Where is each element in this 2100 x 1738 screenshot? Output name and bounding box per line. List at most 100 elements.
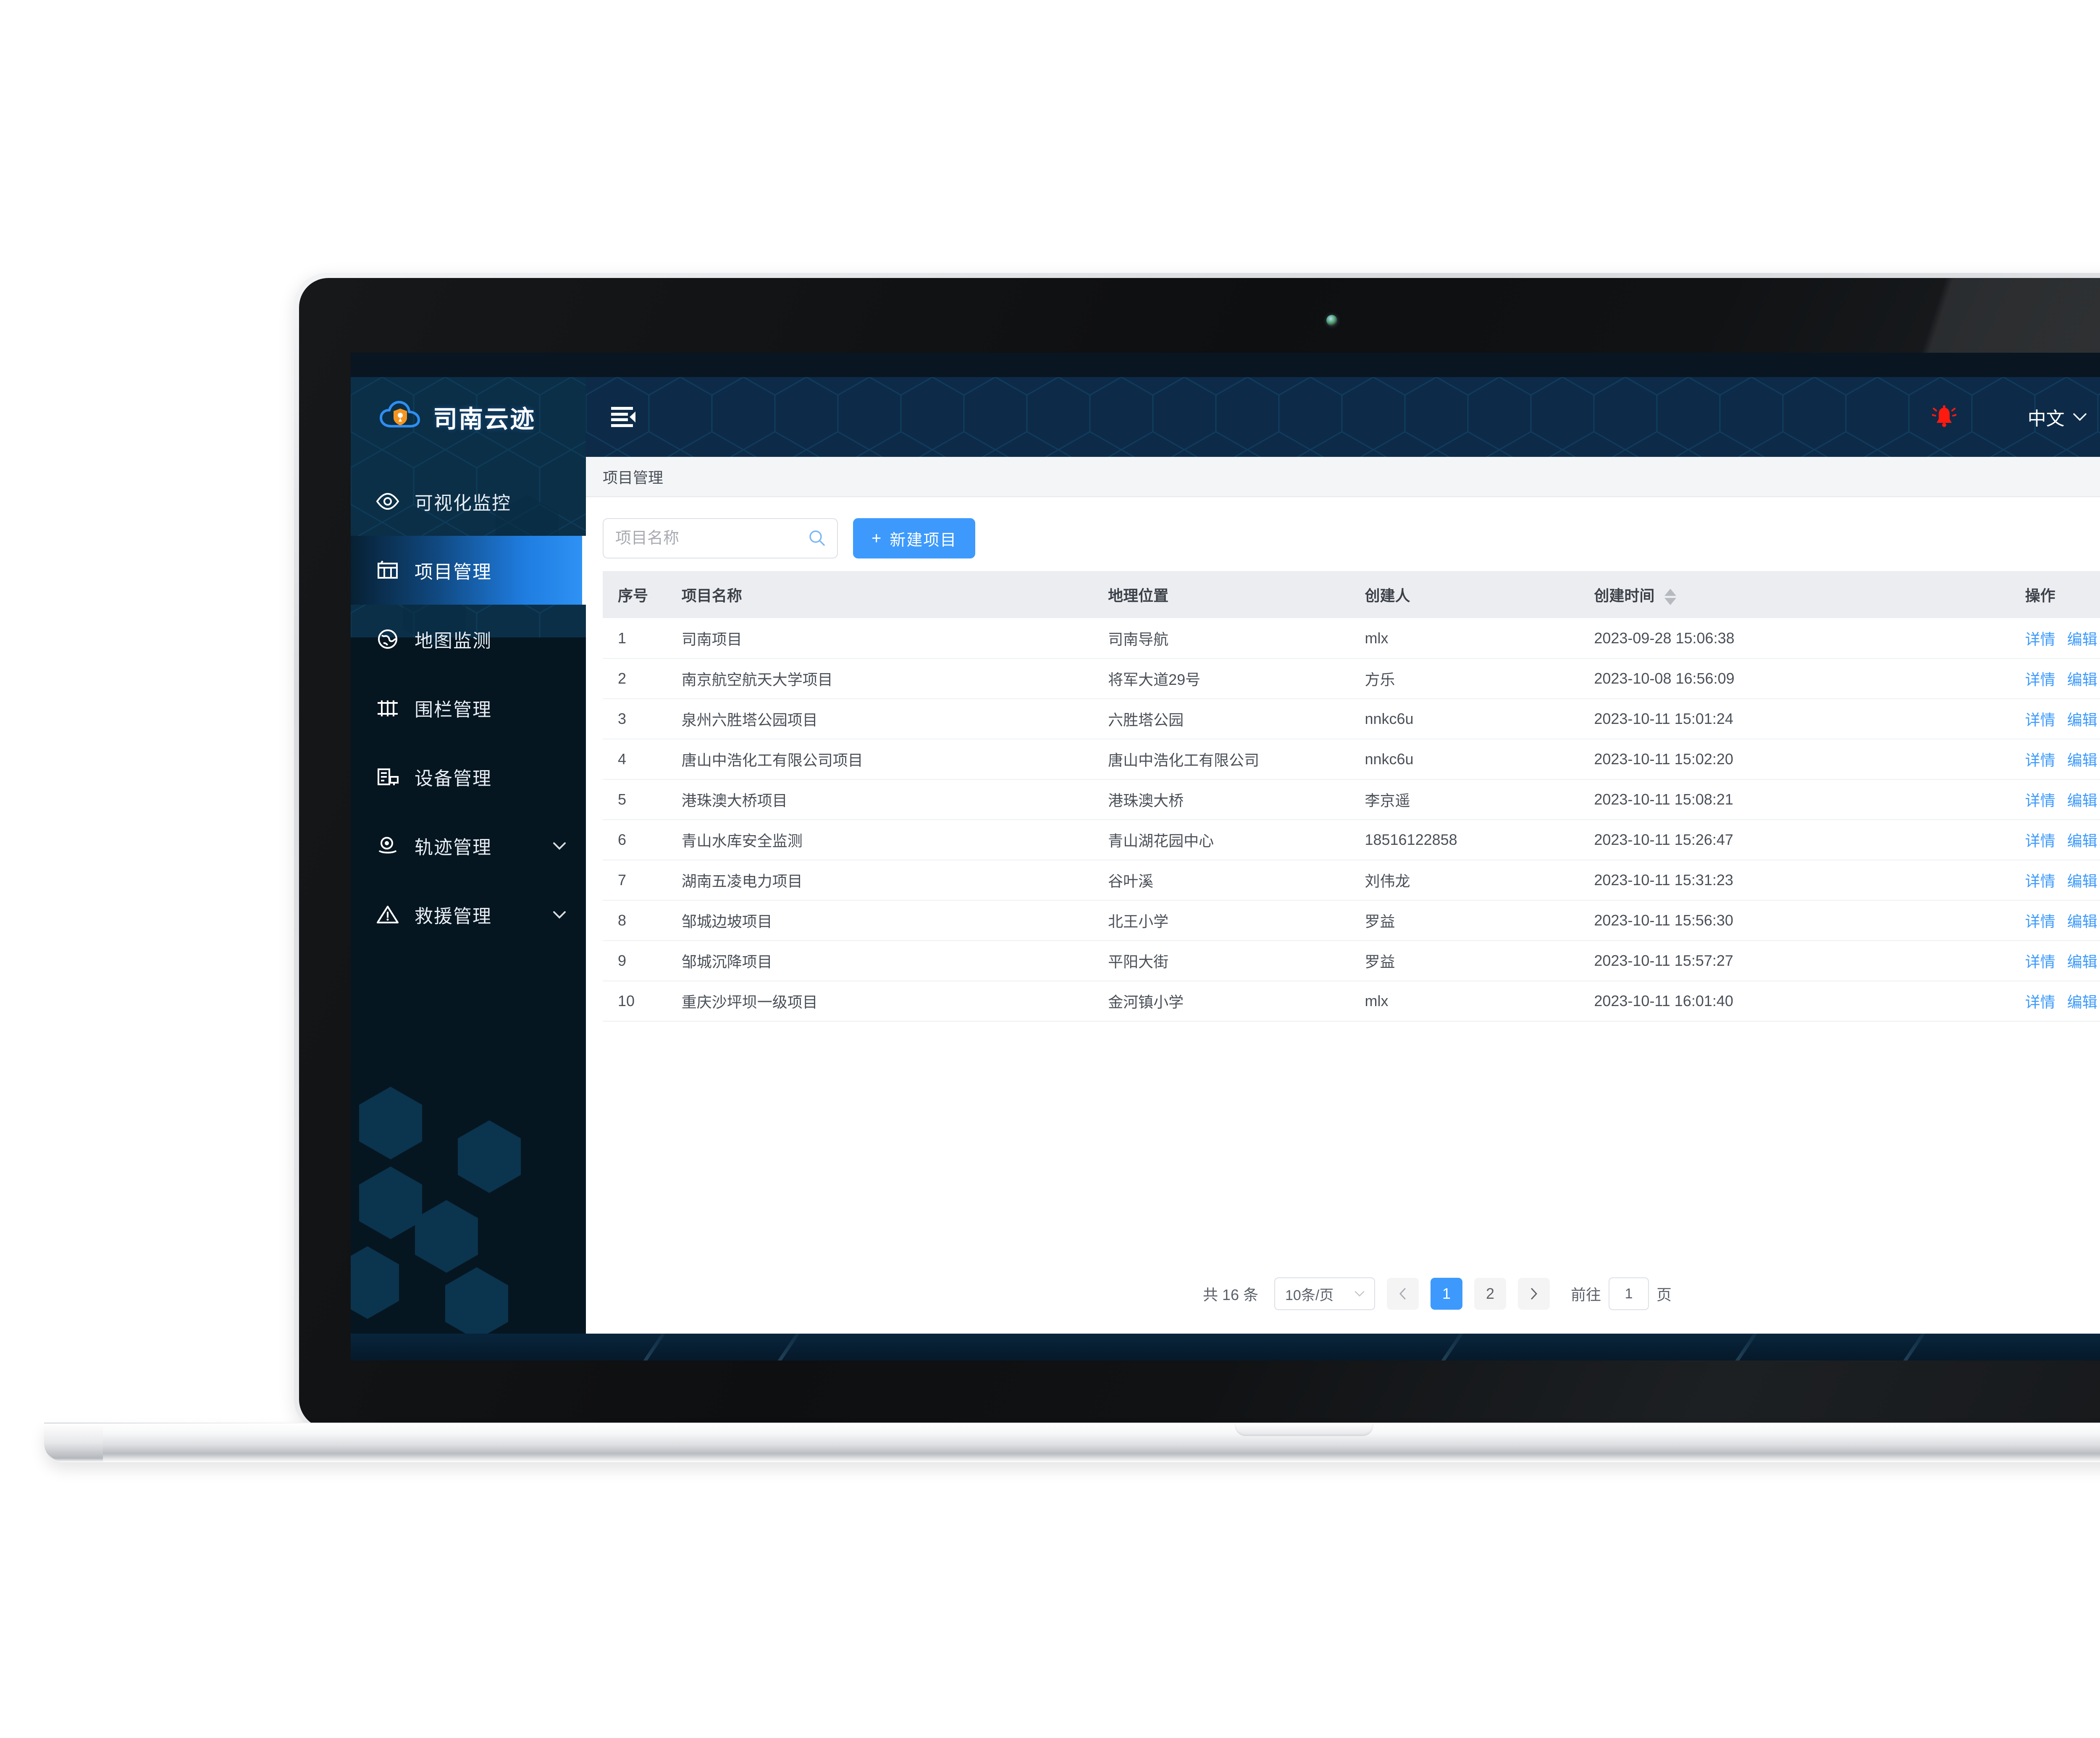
cell-created: 2023-10-11 15:56:30 [1584, 900, 2015, 941]
jump-prefix-label: 前往 [1571, 1286, 1601, 1303]
table-row[interactable]: 9 邹城沉降项目 平阳大街 罗益 2023-10-11 15:57:27 详情 … [603, 941, 2100, 981]
edit-link[interactable]: 编辑 [2067, 994, 2097, 1011]
edit-link[interactable]: 编辑 [2067, 913, 2097, 930]
cell-creator: 李京遥 [1354, 779, 1584, 820]
globe-icon [378, 629, 397, 649]
new-project-button[interactable]: + 新建项目 [853, 518, 976, 558]
cell-creator: 罗益 [1354, 941, 1584, 981]
detail-link[interactable]: 详情 [2025, 711, 2055, 729]
sort-caret-icon[interactable] [1664, 588, 1677, 605]
sidebar-item-rescue-management[interactable]: 救援管理 [351, 880, 586, 949]
edit-link[interactable]: 编辑 [2067, 873, 2097, 890]
detail-link[interactable]: 详情 [2025, 752, 2055, 769]
cell-name: 泉州六胜塔公园项目 [671, 699, 1098, 739]
projects-table-wrapper: 序号 项目名称 地理位置 创建人 创建时间 [603, 571, 2100, 1254]
cell-created: 2023-10-11 15:02:20 [1584, 739, 2015, 780]
page-jump-input[interactable] [1609, 1277, 1649, 1310]
device-icon [378, 768, 399, 785]
cell-actions: 详情 编辑 删除 [2015, 779, 2100, 820]
cell-actions: 详情 编辑 删除 [2015, 820, 2100, 860]
cell-index: 2 [603, 658, 672, 699]
laptop-base [44, 1423, 2100, 1462]
search-field[interactable] [603, 518, 838, 558]
cell-location: 北王小学 [1098, 900, 1355, 941]
cell-created: 2023-10-08 16:56:09 [1584, 658, 2015, 699]
table-row[interactable]: 4 唐山中浩化工有限公司项目 唐山中浩化工有限公司 nnkc6u 2023-10… [603, 739, 2100, 780]
table-row[interactable]: 1 司南项目 司南导航 mlx 2023-09-28 15:06:38 详情 编… [603, 618, 2100, 659]
cell-name: 青山水库安全监测 [671, 820, 1098, 860]
edit-link[interactable]: 编辑 [2067, 671, 2097, 688]
hexagon-pattern-background [586, 377, 2100, 457]
table-row[interactable]: 5 港珠澳大桥项目 港珠澳大桥 李京遥 2023-10-11 15:08:21 … [603, 779, 2100, 820]
menu-fold-icon[interactable] [609, 404, 640, 430]
edit-link[interactable]: 编辑 [2067, 792, 2097, 809]
cell-created: 2023-10-11 15:26:47 [1584, 820, 2015, 860]
track-pin-icon [378, 837, 397, 854]
cell-actions: 详情 编辑 删除 [2015, 618, 2100, 659]
detail-link[interactable]: 详情 [2025, 873, 2055, 890]
column-header-index: 序号 [603, 571, 672, 618]
table-row[interactable]: 6 青山水库安全监测 青山湖花园中心 18516122858 2023-10-1… [603, 820, 2100, 860]
topbar-left [586, 404, 640, 430]
page-button-2[interactable]: 2 [1474, 1278, 1507, 1310]
sidebar-item-visual-monitoring[interactable]: 可视化监控 [351, 467, 586, 536]
cell-creator: 刘伟龙 [1354, 860, 1584, 901]
sidebar-item-device-management[interactable]: 设备管理 [351, 742, 586, 811]
cell-actions: 详情 编辑 删除 [2015, 900, 2100, 941]
search-input[interactable] [604, 519, 837, 558]
table-row[interactable]: 8 邹城边坡项目 北王小学 罗益 2023-10-11 15:56:30 详情 … [603, 900, 2100, 941]
jump-suffix-label: 页 [1656, 1286, 1672, 1303]
prev-page-button[interactable] [1387, 1278, 1419, 1310]
detail-link[interactable]: 详情 [2025, 994, 2055, 1011]
table-header-row: 序号 项目名称 地理位置 创建人 创建时间 [603, 571, 2100, 618]
detail-link[interactable]: 详情 [2025, 953, 2055, 970]
table-row[interactable]: 7 湖南五凌电力项目 谷叶溪 刘伟龙 2023-10-11 15:31:23 详… [603, 860, 2100, 901]
edit-link[interactable]: 编辑 [2067, 630, 2097, 648]
content-card: + 新建项目 序号 [586, 497, 2100, 1334]
cell-index: 8 [603, 900, 672, 941]
cell-creator: 方乐 [1354, 658, 1584, 699]
sidebar-item-fence-management[interactable]: 围栏管理 [351, 674, 586, 742]
table-row[interactable]: 2 南京航空航天大学项目 将军大道29号 方乐 2023-10-08 16:56… [603, 658, 2100, 699]
pagination: 共 16 条 10条/页 1 [603, 1254, 2100, 1334]
cell-actions: 详情 编辑 删除 [2015, 739, 2100, 780]
chevron-down-icon[interactable] [550, 836, 569, 855]
cell-created: 2023-09-28 15:06:38 [1584, 618, 2015, 659]
edit-link[interactable]: 编辑 [2067, 953, 2097, 970]
sidebar-item-map-monitoring[interactable]: 地图监测 [351, 605, 586, 674]
edit-link[interactable]: 编辑 [2067, 711, 2097, 729]
table-row[interactable]: 3 泉州六胜塔公园项目 六胜塔公园 nnkc6u 2023-10-11 15:0… [603, 699, 2100, 739]
table-row[interactable]: 10 重庆沙坪坝一级项目 金河镇小学 mlx 2023-10-11 16:01:… [603, 981, 2100, 1022]
cell-location: 将军大道29号 [1098, 658, 1355, 699]
edit-link[interactable]: 编辑 [2067, 832, 2097, 849]
detail-link[interactable]: 详情 [2025, 671, 2055, 688]
next-page-button[interactable] [1518, 1278, 1550, 1310]
chevron-down-icon[interactable] [550, 905, 569, 924]
page-size-select[interactable]: 10条/页 [1274, 1277, 1376, 1310]
search-icon[interactable] [808, 529, 826, 548]
detail-link[interactable]: 详情 [2025, 832, 2055, 849]
bell-alert-icon[interactable] [1932, 404, 1956, 430]
cell-location: 六胜塔公园 [1098, 699, 1355, 739]
sidebar-item-project-management[interactable]: 项目管理 [351, 536, 586, 605]
sidebar-item-label: 轨迹管理 [415, 837, 492, 858]
cell-name: 邹城沉降项目 [671, 941, 1098, 981]
page-size-label: 10条/页 [1285, 1287, 1334, 1303]
sidebar-item-label: 围栏管理 [415, 700, 492, 720]
page-button-1[interactable]: 1 [1431, 1278, 1463, 1310]
language-selector[interactable]: 中文 [2028, 404, 2088, 430]
cell-creator: nnkc6u [1354, 699, 1584, 739]
cell-name: 南京航空航天大学项目 [671, 658, 1098, 699]
cell-location: 金河镇小学 [1098, 981, 1355, 1022]
cell-actions: 详情 编辑 删除 [2015, 699, 2100, 739]
column-header-created-time[interactable]: 创建时间 [1584, 571, 2015, 618]
edit-link[interactable]: 编辑 [2067, 752, 2097, 769]
cell-created: 2023-10-11 15:01:24 [1584, 699, 2015, 739]
detail-link[interactable]: 详情 [2025, 913, 2055, 930]
cell-location: 唐山中浩化工有限公司 [1098, 739, 1355, 780]
detail-link[interactable]: 详情 [2025, 792, 2055, 809]
detail-link[interactable]: 详情 [2025, 630, 2055, 648]
cell-location: 平阳大街 [1098, 941, 1355, 981]
cell-creator: 18516122858 [1354, 820, 1584, 860]
sidebar-item-track-management[interactable]: 轨迹管理 [351, 811, 586, 880]
